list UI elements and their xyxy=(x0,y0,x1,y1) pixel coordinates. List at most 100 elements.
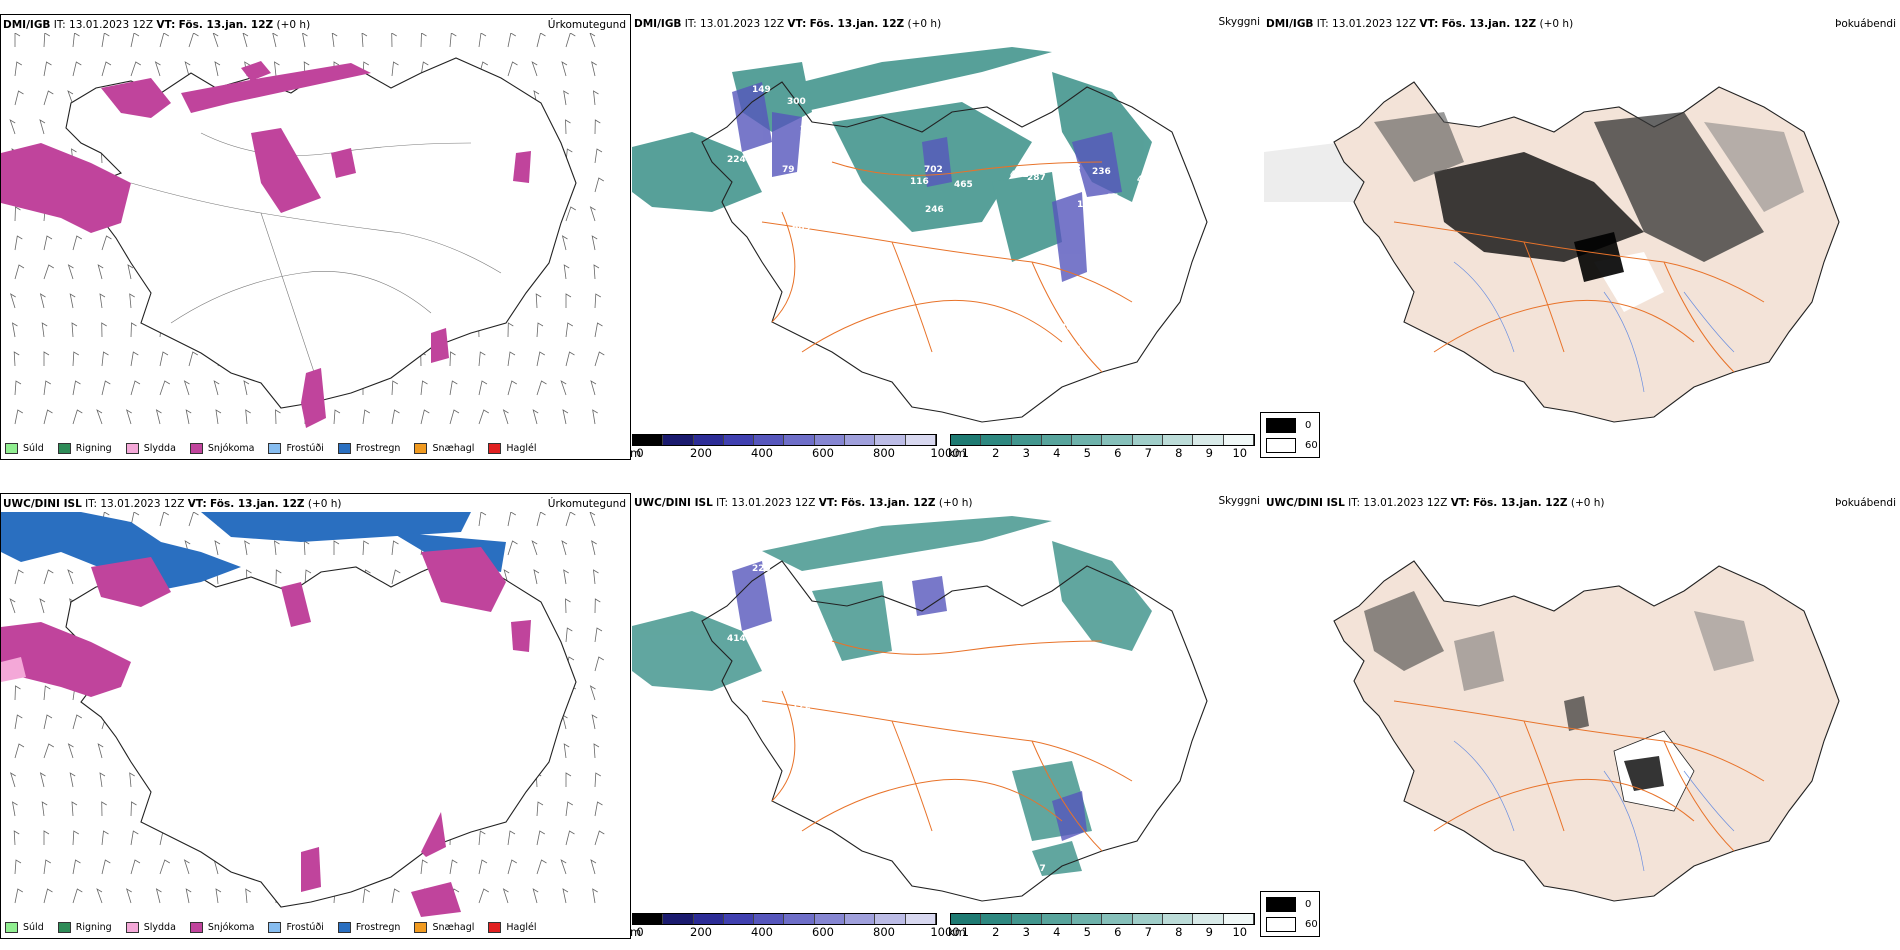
legend-item: Frostúði xyxy=(268,443,324,454)
colorbar-segment xyxy=(693,914,724,924)
colorbar-segment xyxy=(1223,914,1254,924)
panel-header: DMI/IGB IT: 13.01.2023 12Z VT: Fös. 13.j… xyxy=(3,19,311,31)
legend-item: Snjókoma xyxy=(189,443,254,454)
legend-item: Haglél xyxy=(488,443,537,454)
visibility-label: 16 xyxy=(1087,295,1100,305)
colorbar-tick: 400 xyxy=(751,925,773,939)
visibility-value-labels: 149 224 354 94 321 90 116 41 253 31 146 132 263 300 24… xyxy=(727,85,1171,395)
panel-header: UWC/DINI ISL IT: 13.01.2023 12Z VT: Fös.… xyxy=(1266,497,1605,509)
visibility-label: 287 xyxy=(1027,173,1046,183)
visibility-label: 689 xyxy=(792,223,811,233)
colorbar-tick: 3 xyxy=(1022,925,1030,939)
visibility-label: 79 xyxy=(782,165,795,175)
panel-title: Skyggni xyxy=(1218,495,1261,507)
visibility-label: 142 xyxy=(1152,205,1171,215)
legend-swatch xyxy=(488,922,502,933)
visibility-map: 409 122 257 299 416 249 211 408 317 207 517 229 414 4… xyxy=(632,516,1208,902)
rivers xyxy=(1453,261,1735,393)
teal-fog-areas xyxy=(632,47,1152,262)
colorbar-unit: m xyxy=(630,446,642,460)
colorbar-tick: 4 xyxy=(1053,446,1061,460)
colorbar-segment xyxy=(845,435,876,445)
legend-item: Slydda xyxy=(125,443,176,454)
colorbar-segment xyxy=(814,435,846,445)
legend-swatch xyxy=(414,922,428,933)
colorbar-tick: 8 xyxy=(1175,446,1183,460)
legend-swatch xyxy=(268,443,282,454)
rivers xyxy=(1453,740,1735,872)
colorbar-segment xyxy=(875,435,906,445)
model-name: DMI/IGB xyxy=(3,19,51,31)
visibility-label: 209 xyxy=(844,672,863,682)
roads xyxy=(761,161,1133,373)
legend-swatch xyxy=(125,922,139,933)
colorbar-segment xyxy=(1163,435,1194,445)
colorbar-segment xyxy=(1011,435,1042,445)
precip-type-map xyxy=(1,512,605,917)
colorbar-tick: 400 xyxy=(751,446,773,460)
visibility-map: 149 224 354 94 321 90 116 41 253 31 146 132 263 300 24… xyxy=(632,47,1208,423)
iceland-land xyxy=(65,556,577,908)
colorbar-segment xyxy=(1041,914,1073,924)
legend-item: Frostregn xyxy=(337,443,400,454)
colorbar-segment xyxy=(633,435,664,445)
colorbar-tick: 5 xyxy=(1083,446,1091,460)
visibility-label: 565 xyxy=(772,257,791,267)
visibility-label: 40 xyxy=(797,669,810,679)
colorbar-segment xyxy=(1163,914,1194,924)
colorbar-segment xyxy=(905,435,936,445)
colorbar-segment xyxy=(875,914,906,924)
visibility-label: 280 xyxy=(800,125,819,135)
panel-header: UWC/DINI ISL IT: 13.01.2023 12Z VT: Fös.… xyxy=(634,497,973,509)
visibility-label: 31 xyxy=(1107,193,1120,203)
colorbar-tick: 0 xyxy=(636,925,644,939)
precip-type-map xyxy=(1,33,605,428)
colorbar-tick: 1 xyxy=(961,446,969,460)
visibility-label: 317 xyxy=(1152,684,1171,694)
colorbar-segment xyxy=(1102,435,1133,445)
precip-panel-row1: DMI/IGB IT: 13.01.2023 12Z VT: Fös. 13.j… xyxy=(0,14,631,460)
colorbar-segment xyxy=(981,914,1012,924)
colorbar-unit: m xyxy=(630,925,642,939)
colorbar-tick: 200 xyxy=(690,925,712,939)
legend-swatch xyxy=(189,922,203,933)
colorbar-segment xyxy=(814,914,846,924)
fog-indicator-map xyxy=(1333,560,1840,902)
visibility-label: 246 xyxy=(925,205,944,215)
colorbar-tick: 2 xyxy=(992,446,1000,460)
colorbar-segment xyxy=(784,914,815,924)
visibility-label: 241 xyxy=(910,656,929,666)
visibility-label: 305 xyxy=(1060,323,1079,333)
roads xyxy=(761,640,1133,852)
snow-areas xyxy=(1,61,531,428)
panel-header: DMI/IGB IT: 13.01.2023 12Z VT: Fös. 13.j… xyxy=(1266,18,1574,30)
visibility-colorbar-m: m 0 200 400 600 800 1000 xyxy=(630,434,960,464)
visibility-label: 893 xyxy=(1062,345,1081,355)
visibility-label: 414 xyxy=(727,634,746,644)
colorbar-unit: km xyxy=(948,925,966,939)
colorbar-tick: 9 xyxy=(1205,446,1213,460)
visibility-colorbar-km: km 1 2 3 4 5 6 7 8 9 10 xyxy=(948,434,1255,464)
legend-swatch xyxy=(414,443,428,454)
colorbar-tick: 6 xyxy=(1114,446,1122,460)
panel-title: Skyggni xyxy=(1218,16,1261,28)
visibility-label: 149 xyxy=(752,85,771,95)
legend-item: Rigning xyxy=(57,922,112,933)
visibility-label: 32 xyxy=(797,257,810,267)
legend-swatch xyxy=(337,443,351,454)
blue-low-vis xyxy=(732,561,1087,841)
legend-swatch xyxy=(57,443,71,454)
colorbar-tick: 4 xyxy=(1053,925,1061,939)
visibility-label: 354 xyxy=(797,190,816,200)
fog-panel-row2: UWC/DINI ISL IT: 13.01.2023 12Z VT: Fös.… xyxy=(1260,493,1900,939)
colorbar-tick: 600 xyxy=(812,446,834,460)
legend-swatch xyxy=(125,443,139,454)
panel-title: Úrkomutegund xyxy=(547,19,626,31)
colorbar-segment xyxy=(1132,435,1164,445)
fog-panel-row1: DMI/IGB IT: 13.01.2023 12Z VT: Fös. 13.j… xyxy=(1260,14,1900,460)
legend-swatch xyxy=(57,922,71,933)
legend-swatch xyxy=(5,443,18,454)
visibility-label: 253 xyxy=(1062,163,1081,173)
visibility-label: 175 xyxy=(800,716,819,726)
visibility-label: 90 xyxy=(844,193,857,203)
